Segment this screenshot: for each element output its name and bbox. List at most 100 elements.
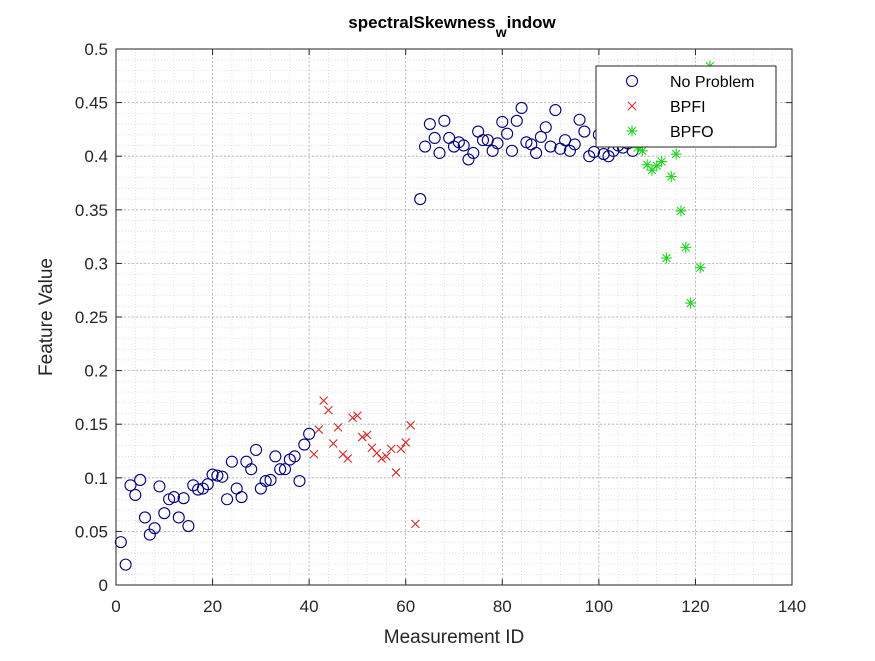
data-point-no-problem [249,443,263,456]
data-point-no-problem [505,144,518,157]
data-point-no-problem [124,479,137,492]
legend-marker-bpfo [626,125,638,137]
legend-entry-bpfo: BPFO [626,124,714,141]
data-point-no-problem [143,528,156,541]
data-point-bpfi [319,396,329,406]
data-point-bpfo [660,252,672,264]
x-marker-stroke [377,454,386,463]
major-grid [115,48,793,586]
data-point-no-problem [177,492,190,505]
chart-title: spectralSkewnesswindow [348,13,556,40]
data-point-bpfi [401,438,411,447]
data-point-no-problem [549,104,562,117]
data-point-no-problem [491,137,504,150]
x-marker-stroke [406,420,415,430]
x-marker-stroke [333,423,343,432]
asterisk-stroke [627,126,637,136]
data-point-no-problem [259,474,272,488]
data-point-bpfi [314,425,324,434]
legend-label-bpfi: BPFI [670,99,706,116]
data-point-no-problem [534,130,547,143]
data-point-no-problem [119,558,132,571]
data-point-no-problem [423,117,436,131]
x-marker-stroke [386,444,396,454]
data-point-bpfi [348,413,357,423]
asterisk-stroke [695,263,705,272]
data-point-bpfo [656,156,668,168]
data-point-no-problem [568,138,581,151]
data-point-no-problem [235,491,248,504]
data-point-no-problem [501,127,514,140]
x-marker-stroke [627,101,637,111]
legend-entry-no-problem: No Problem [625,74,754,91]
asterisk-stroke [686,298,695,308]
data-point-no-problem [167,491,180,504]
data-point-no-problem [264,473,277,486]
data-point-no-problem [293,474,306,488]
x-tick-label: 40 [300,597,319,616]
x-marker-stroke [309,449,319,459]
x-marker-stroke [367,443,377,453]
x-marker-stroke [348,413,357,423]
data-point-no-problem [192,483,205,496]
data-point-bpfi [333,423,343,432]
data-point-bpfi [343,454,353,463]
data-point-no-problem [158,507,171,520]
data-point-no-problem [539,121,552,134]
y-tick-label: 0.35 [75,201,108,220]
data-point-no-problem [182,519,195,533]
y-axis-label: Feature Value [36,258,57,376]
data-point-no-problem [544,140,557,153]
x-marker-stroke [343,454,353,463]
data-point-bpfi [396,444,406,454]
data-point-bpfi [386,444,396,454]
data-point-bpfo [680,241,692,253]
data-point-no-problem [414,193,427,206]
x-marker-stroke [319,396,329,406]
x-marker-stroke [338,449,348,459]
x-tick-label: 20 [203,597,222,616]
data-point-no-problem [274,463,287,476]
data-point-bpfi [391,468,401,477]
asterisk-stroke [657,157,666,166]
data-point-no-problem [221,493,234,506]
data-point-no-problem [216,470,229,483]
x-marker-stroke [324,405,333,415]
data-point-bpfi [362,430,372,440]
data-point-no-problem [211,469,224,482]
data-point-no-problem [476,134,490,147]
x-marker-stroke [372,448,382,458]
data-point-bpfo [675,205,687,217]
y-tick-label: 0.45 [75,94,108,113]
asterisk-stroke [671,149,681,159]
y-tick-label: 0.1 [84,469,108,488]
x-tick-label: 140 [778,597,806,616]
data-point-no-problem [418,140,432,153]
y-tick-label: 0.05 [75,522,108,541]
data-point-bpfo [670,148,682,160]
x-tick-label: 120 [681,597,709,616]
x-axis-label: Measurement ID [384,627,524,648]
data-point-no-problem [428,131,441,145]
data-point-no-problem [172,511,185,524]
data-point-no-problem [269,450,282,463]
y-tick-label: 0.15 [75,415,108,434]
data-point-no-problem [457,139,470,152]
y-tick-label: 0.3 [84,254,108,273]
data-point-bpfi [309,449,319,459]
legend-marker-bpfi [627,101,637,111]
data-point-no-problem [563,144,576,157]
x-marker-stroke [357,432,367,442]
data-point-bpfi [377,454,386,463]
data-point-bpfi [357,432,367,442]
data-point-no-problem [245,463,258,476]
legend-label-no-problem: No Problem [670,74,754,91]
x-marker-stroke [314,425,324,434]
y-tick-label: 0 [99,576,108,595]
asterisk-stroke [642,160,652,170]
chart-title-main: spectralSkewness [348,13,495,32]
x-tick-label: 100 [585,597,613,616]
legend: No Problem BPFI BPFO [595,65,777,148]
data-point-bpfi [324,405,333,415]
